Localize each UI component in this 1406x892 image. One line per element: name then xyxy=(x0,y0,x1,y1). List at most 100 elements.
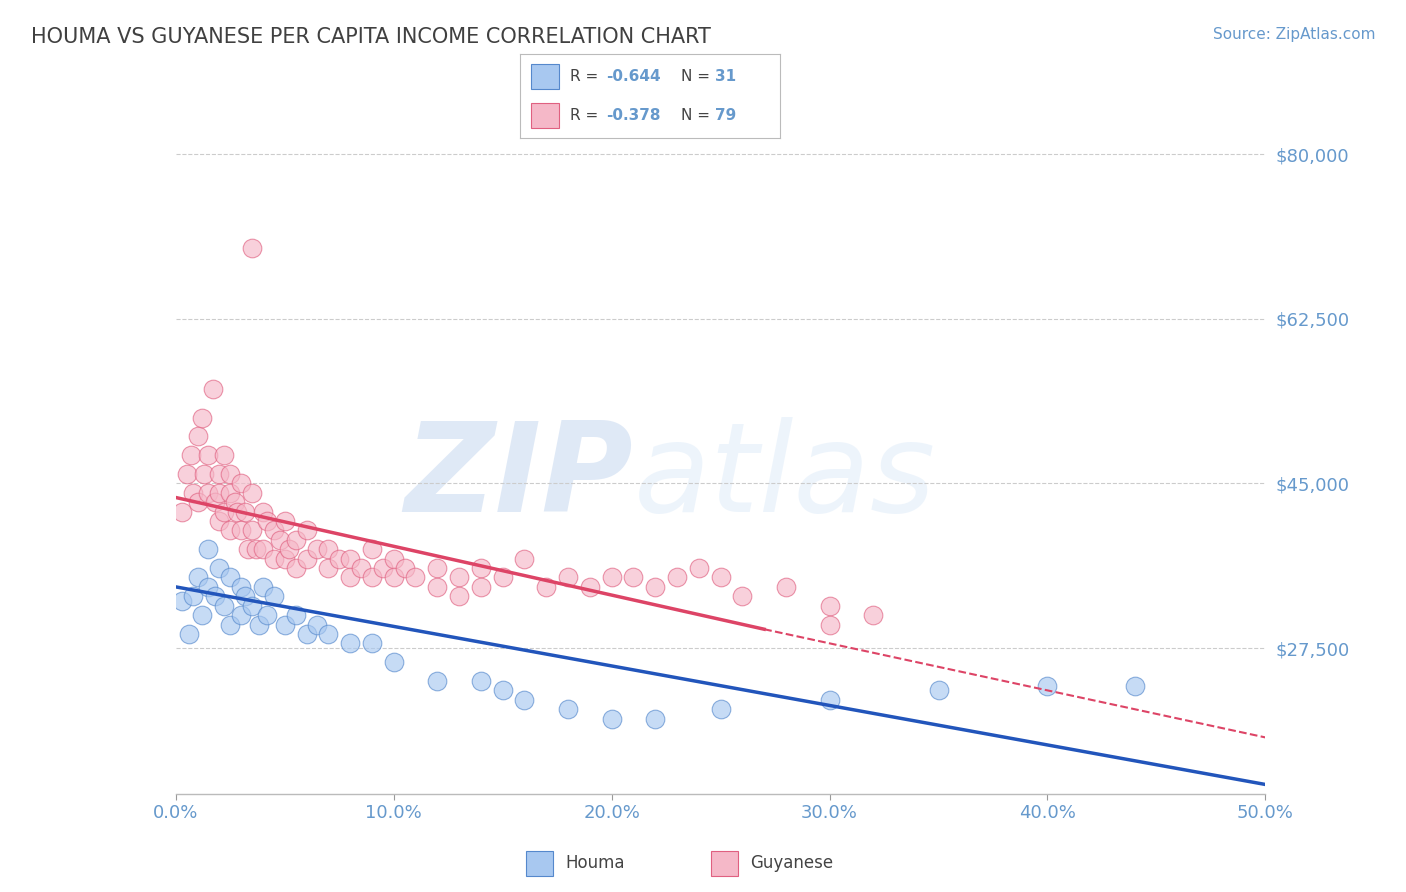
Text: R =: R = xyxy=(569,69,603,84)
Point xyxy=(284,533,307,547)
Point xyxy=(382,551,405,566)
Point xyxy=(186,495,209,509)
Point xyxy=(240,524,263,538)
Point xyxy=(219,485,242,500)
Point xyxy=(339,570,361,584)
Point xyxy=(274,551,297,566)
Point xyxy=(557,702,579,716)
Point xyxy=(731,589,754,603)
Point xyxy=(371,561,394,575)
Point xyxy=(492,570,515,584)
Point xyxy=(600,570,623,584)
Point xyxy=(219,570,242,584)
Point xyxy=(470,673,492,688)
Point xyxy=(579,580,602,594)
Text: Houma: Houma xyxy=(565,854,624,871)
Point xyxy=(240,241,263,255)
Point xyxy=(339,551,361,566)
Point xyxy=(426,561,449,575)
Point xyxy=(224,495,246,509)
Point xyxy=(191,410,214,425)
Point xyxy=(278,542,301,557)
Point xyxy=(405,570,427,584)
Point xyxy=(928,683,950,698)
Point xyxy=(245,542,267,557)
Point xyxy=(307,617,329,632)
Point xyxy=(235,505,257,519)
Point xyxy=(208,467,231,481)
Point xyxy=(197,448,219,462)
Point xyxy=(382,655,405,669)
Point xyxy=(318,542,340,557)
Point xyxy=(557,570,579,584)
Point xyxy=(447,589,470,603)
Text: Source: ZipAtlas.com: Source: ZipAtlas.com xyxy=(1212,27,1375,42)
Point xyxy=(339,636,361,650)
Point xyxy=(818,617,841,632)
Point xyxy=(197,580,219,594)
Point xyxy=(426,580,449,594)
Point xyxy=(256,514,278,528)
Point xyxy=(236,542,259,557)
Point xyxy=(513,551,536,566)
Point xyxy=(1036,679,1059,693)
Text: N =: N = xyxy=(682,108,716,123)
Point xyxy=(263,524,285,538)
Bar xyxy=(711,851,738,876)
Text: 79: 79 xyxy=(716,108,737,123)
Point xyxy=(240,599,263,613)
Point xyxy=(534,580,557,594)
Bar xyxy=(526,851,554,876)
Text: Guyanese: Guyanese xyxy=(751,854,834,871)
Point xyxy=(240,485,263,500)
Point xyxy=(274,617,297,632)
Point xyxy=(186,429,209,443)
Point xyxy=(394,561,416,575)
Point xyxy=(447,570,470,584)
Point xyxy=(644,580,666,594)
Point xyxy=(775,580,797,594)
Point xyxy=(247,617,270,632)
Text: R =: R = xyxy=(569,108,603,123)
Point xyxy=(212,599,235,613)
Point xyxy=(600,712,623,726)
Point xyxy=(818,693,841,707)
Point xyxy=(172,505,194,519)
Point xyxy=(328,551,350,566)
Point xyxy=(176,467,198,481)
Point xyxy=(318,561,340,575)
Point xyxy=(197,542,219,557)
Point xyxy=(295,551,318,566)
Text: atlas: atlas xyxy=(633,417,935,539)
Text: HOUMA VS GUYANESE PER CAPITA INCOME CORRELATION CHART: HOUMA VS GUYANESE PER CAPITA INCOME CORR… xyxy=(31,27,711,46)
Point xyxy=(180,448,202,462)
Text: ZIP: ZIP xyxy=(405,417,633,539)
Point xyxy=(186,570,209,584)
Point xyxy=(172,594,194,608)
Point xyxy=(181,485,204,500)
Point xyxy=(360,542,382,557)
Point xyxy=(470,580,492,594)
Point xyxy=(219,524,242,538)
Point xyxy=(208,561,231,575)
Point xyxy=(235,589,257,603)
Point xyxy=(204,495,226,509)
Point xyxy=(212,505,235,519)
Point xyxy=(350,561,373,575)
Point xyxy=(284,561,307,575)
Point xyxy=(197,485,219,500)
Text: N =: N = xyxy=(682,69,716,84)
Point xyxy=(862,608,884,623)
Bar xyxy=(530,103,560,128)
Point xyxy=(201,382,224,396)
Point xyxy=(513,693,536,707)
Point xyxy=(231,476,253,491)
Point xyxy=(295,627,318,641)
Point xyxy=(208,514,231,528)
Point xyxy=(212,448,235,462)
Bar xyxy=(530,63,560,89)
Point xyxy=(219,467,242,481)
Point xyxy=(360,570,382,584)
Point xyxy=(252,505,274,519)
Point xyxy=(231,608,253,623)
